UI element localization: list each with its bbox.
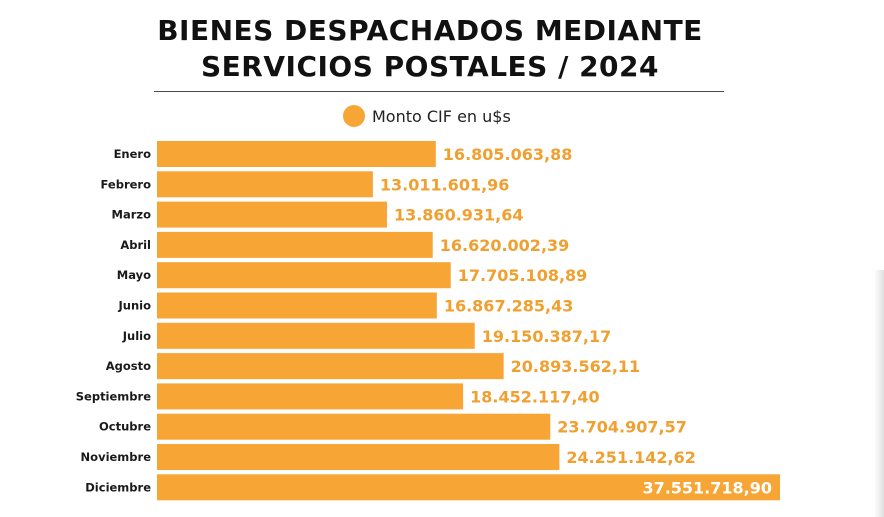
title-divider (154, 91, 724, 92)
bar (157, 262, 451, 289)
chart-title-line-1: BIENES DESPACHADOS MEDIANTE (157, 14, 703, 47)
category-label: Julio (122, 329, 151, 343)
category-label: Febrero (101, 177, 152, 191)
value-label: 24.251.142,62 (566, 448, 696, 467)
value-label: 37.551.718,90 (642, 478, 772, 497)
legend-swatch (343, 105, 365, 127)
value-label: 18.452.117,40 (470, 387, 600, 406)
category-label: Agosto (106, 359, 151, 373)
chart-title-line-2: SERVICIOS POSTALES / 2024 (201, 50, 659, 83)
value-label: 16.867.285,43 (444, 297, 574, 316)
bar (157, 353, 504, 380)
value-label: 16.805.063,88 (443, 145, 573, 164)
value-label: 16.620.002,39 (440, 236, 570, 255)
category-label: Enero (114, 147, 152, 161)
bar (157, 231, 433, 258)
bar (157, 383, 464, 410)
bar (157, 474, 780, 501)
value-label: 13.011.601,96 (380, 175, 510, 194)
category-label: Noviembre (81, 450, 152, 464)
bar (157, 292, 437, 319)
category-label: Octubre (99, 420, 151, 434)
value-label: 17.705.108,89 (458, 266, 588, 285)
edge-shadow (874, 270, 884, 517)
category-label: Junio (118, 299, 152, 313)
value-label: 23.704.907,57 (557, 418, 687, 437)
category-label: Mayo (117, 268, 151, 282)
bar (157, 201, 387, 228)
value-label: 19.150.387,17 (482, 327, 612, 346)
bar (157, 141, 436, 167)
bar (157, 322, 475, 349)
value-label: 20.893.562,11 (511, 357, 641, 376)
category-label: Marzo (112, 208, 152, 222)
bar (157, 413, 551, 440)
legend: Monto CIF en u$s (343, 103, 511, 129)
bar (157, 171, 373, 198)
category-label: Septiembre (76, 389, 151, 403)
category-label: Diciembre (85, 480, 151, 494)
value-label: 13.860.931,64 (394, 206, 524, 225)
category-label: Abril (120, 238, 151, 252)
legend-label: Monto CIF en u$s (372, 106, 511, 126)
bar (157, 444, 560, 470)
